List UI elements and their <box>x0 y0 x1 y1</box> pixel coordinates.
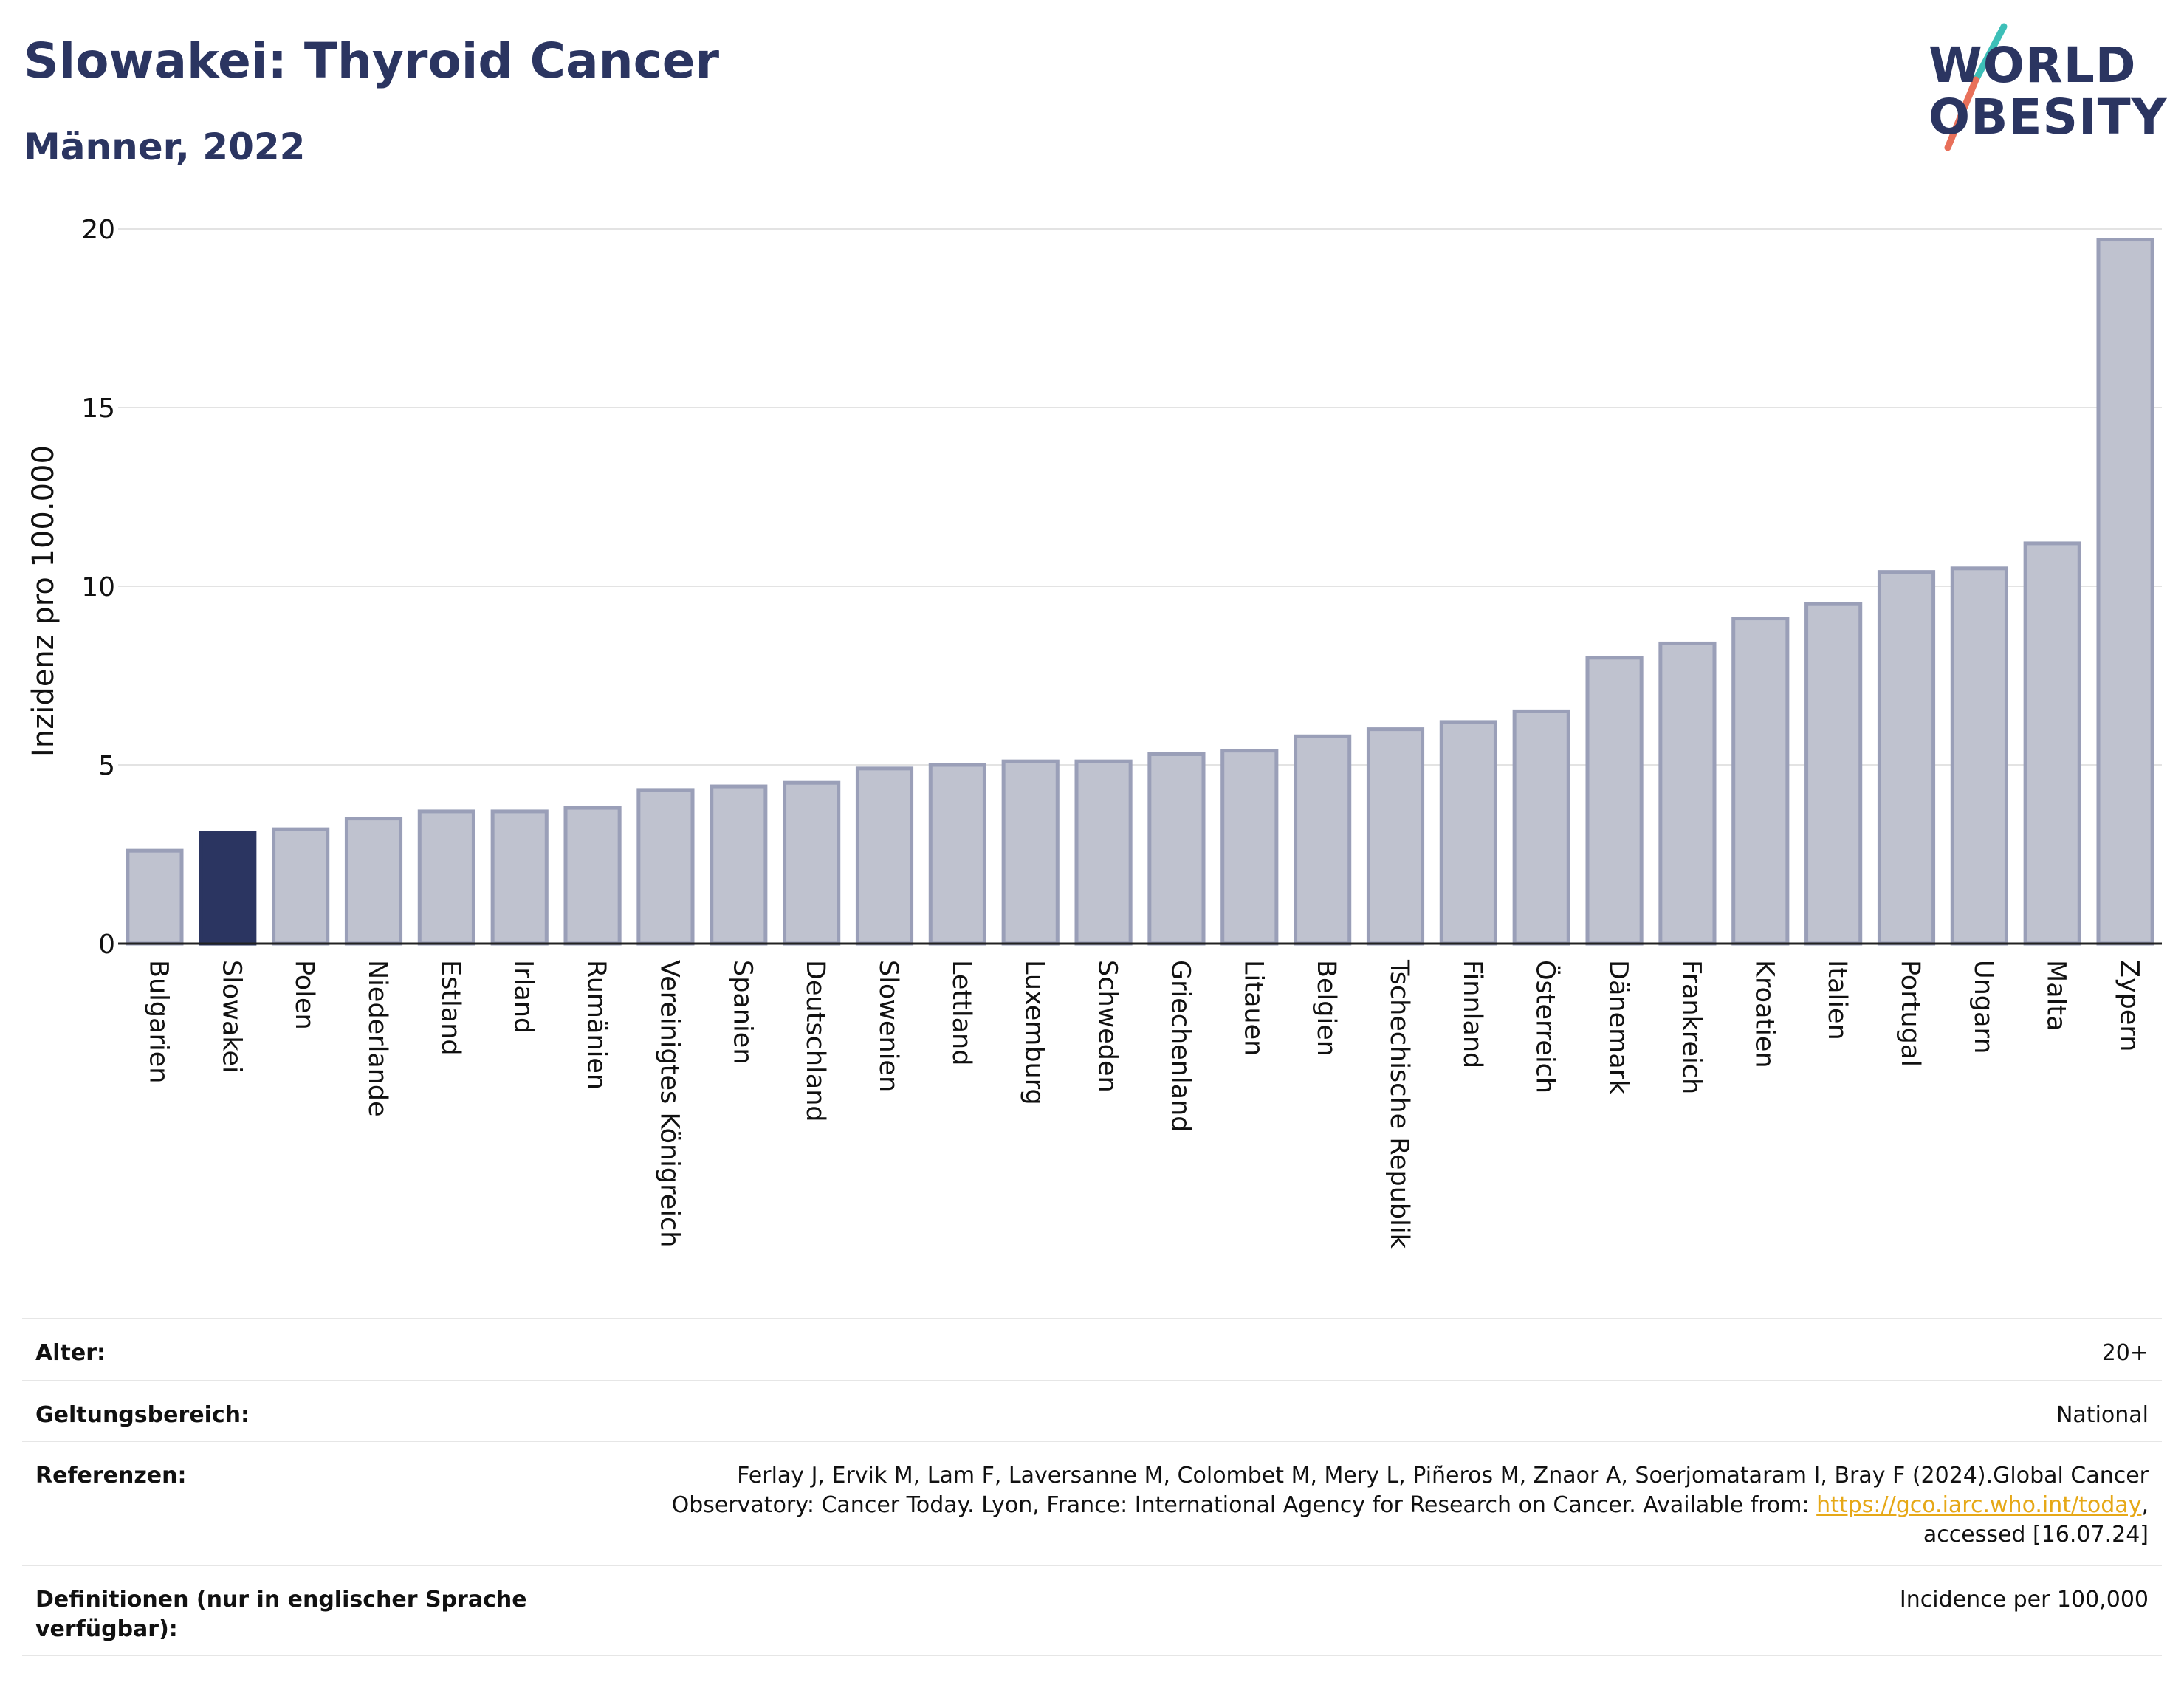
bar <box>928 763 986 946</box>
x-tick-label: Deutschland <box>800 960 830 1122</box>
references-label: Referenzen: <box>35 1463 187 1489</box>
bar <box>855 766 914 946</box>
bar <box>1877 570 1936 946</box>
bar <box>1439 720 1497 946</box>
x-tick-label: Kroatien <box>1749 960 1779 1068</box>
meta-row-scope: Geltungsbereich: National <box>22 1380 2162 1441</box>
bar <box>636 788 695 946</box>
scope-label: Geltungsbereich: <box>35 1402 250 1428</box>
age-label: Alter: <box>35 1340 106 1366</box>
y-axis-label: Inzidenz pro 100.000 <box>27 445 61 757</box>
references-link[interactable]: https://gco.iarc.who.int/today <box>1816 1492 2142 1518</box>
x-tick-label: Schweden <box>1093 960 1122 1093</box>
references-comma: , <box>2141 1492 2149 1518</box>
bar <box>1804 602 1863 946</box>
bar <box>417 809 475 946</box>
references-value: Ferlay J, Ervik M, Lam F, Laversanne M, … <box>672 1461 2149 1550</box>
bar <box>563 806 622 946</box>
logo-word-2: OBESITY <box>1929 89 2168 145</box>
bar <box>1585 656 1644 946</box>
meta-table: Alter: 20+ Geltungsbereich: National Ref… <box>22 1318 2162 1656</box>
x-tick-label: Slowenien <box>873 960 903 1092</box>
x-tick-label: Finnland <box>1457 960 1487 1068</box>
x-tick-label: Österreich <box>1531 960 1562 1094</box>
bar <box>1366 727 1425 946</box>
x-tick-label: Luxemburg <box>1020 960 1049 1105</box>
bar <box>1220 749 1279 946</box>
x-tick-label: Niederlande <box>363 960 392 1117</box>
x-tick-label: Dänemark <box>1604 960 1633 1095</box>
scope-value: National <box>2056 1402 2149 1428</box>
x-tick-label: Vereinigtes Königreich <box>654 960 684 1247</box>
x-tick-label: Malta <box>2042 960 2071 1031</box>
x-tick-label: Tschechische Republik <box>1384 959 1414 1249</box>
bar <box>2096 238 2154 946</box>
bar <box>344 817 403 946</box>
x-tick-label: Zypern <box>2115 960 2144 1051</box>
bar <box>1658 641 1717 946</box>
x-tick-label: Belgien <box>1311 960 1341 1057</box>
y-tick-label: 10 <box>81 572 115 602</box>
bar <box>1950 566 2008 946</box>
bar <box>1001 759 1060 946</box>
bar <box>1731 617 1790 946</box>
bar <box>710 784 768 946</box>
bar <box>1294 734 1352 946</box>
x-tick-label: Ungarn <box>1968 960 1998 1054</box>
references-text-2: Observatory: Cancer Today. Lyon, France:… <box>671 1492 1810 1518</box>
definitions-label: Definitionen (nur in englischer Sprache … <box>35 1587 527 1642</box>
logo-word-1: WORLD <box>1929 37 2137 94</box>
bar <box>1147 752 1206 946</box>
y-tick-labels: 0 5 10 15 20 <box>81 215 115 960</box>
x-tick-label: Portugal <box>1895 960 1925 1067</box>
definitions-value: Incidence per 100,000 <box>1899 1587 2149 1613</box>
x-tick-label: Estland <box>436 960 465 1056</box>
references-text-1: Ferlay J, Ervik M, Lam F, Laversanne M, … <box>737 1463 2149 1489</box>
y-tick-label: 15 <box>81 394 115 424</box>
x-tick-label: Frankreich <box>1676 960 1706 1094</box>
bar <box>783 780 841 946</box>
x-tick-label: Italien <box>1822 960 1852 1040</box>
x-tick-label: Litauen <box>1238 960 1268 1056</box>
chart-title: Slowakei: Thyroid Cancer <box>24 32 720 89</box>
references-text-3: accessed [16.07.24] <box>1923 1522 2149 1548</box>
y-tick-label: 5 <box>98 751 115 781</box>
x-tick-label: Bulgarien <box>143 960 173 1083</box>
bars <box>126 238 2154 946</box>
x-tick-labels: Bulgarien Slowakei Polen Niederlande Estland… <box>143 959 2143 1249</box>
meta-row-age: Alter: 20+ <box>22 1318 2162 1380</box>
bar <box>2023 541 2081 946</box>
x-tick-label: Griechenland <box>1165 960 1195 1132</box>
y-tick-label: 20 <box>81 215 115 245</box>
y-tick-label: 0 <box>98 930 115 960</box>
x-tick-label: Irland <box>509 960 538 1034</box>
bar <box>1074 759 1133 946</box>
bar <box>126 848 184 946</box>
meta-row-definitions: Definitionen (nur in englischer Sprache … <box>22 1565 2162 1656</box>
world-obesity-logo: WORLD OBESITY <box>1920 21 2171 157</box>
x-tick-label: Lettland <box>947 960 976 1065</box>
bar <box>1512 709 1570 946</box>
logo-slash-icon <box>1944 23 2008 151</box>
x-tick-label: Slowakei <box>216 960 246 1074</box>
bar <box>199 831 257 946</box>
bar <box>490 809 549 946</box>
age-value: 20+ <box>2101 1340 2149 1366</box>
grid-lines <box>118 228 2162 766</box>
bar-chart: 0 5 10 15 20 Bulgarien Slowakei Polen Niederlan… <box>27 215 2162 1249</box>
bar <box>272 827 330 946</box>
x-tick-label: Polen <box>289 960 319 1030</box>
x-tick-label: Rumänien <box>582 960 611 1090</box>
chart-subtitle: Männer, 2022 <box>24 126 306 168</box>
meta-row-references: Referenzen: Ferlay J, Ervik M, Lam F, La… <box>22 1441 2162 1565</box>
x-tick-label: Spanien <box>727 960 757 1065</box>
